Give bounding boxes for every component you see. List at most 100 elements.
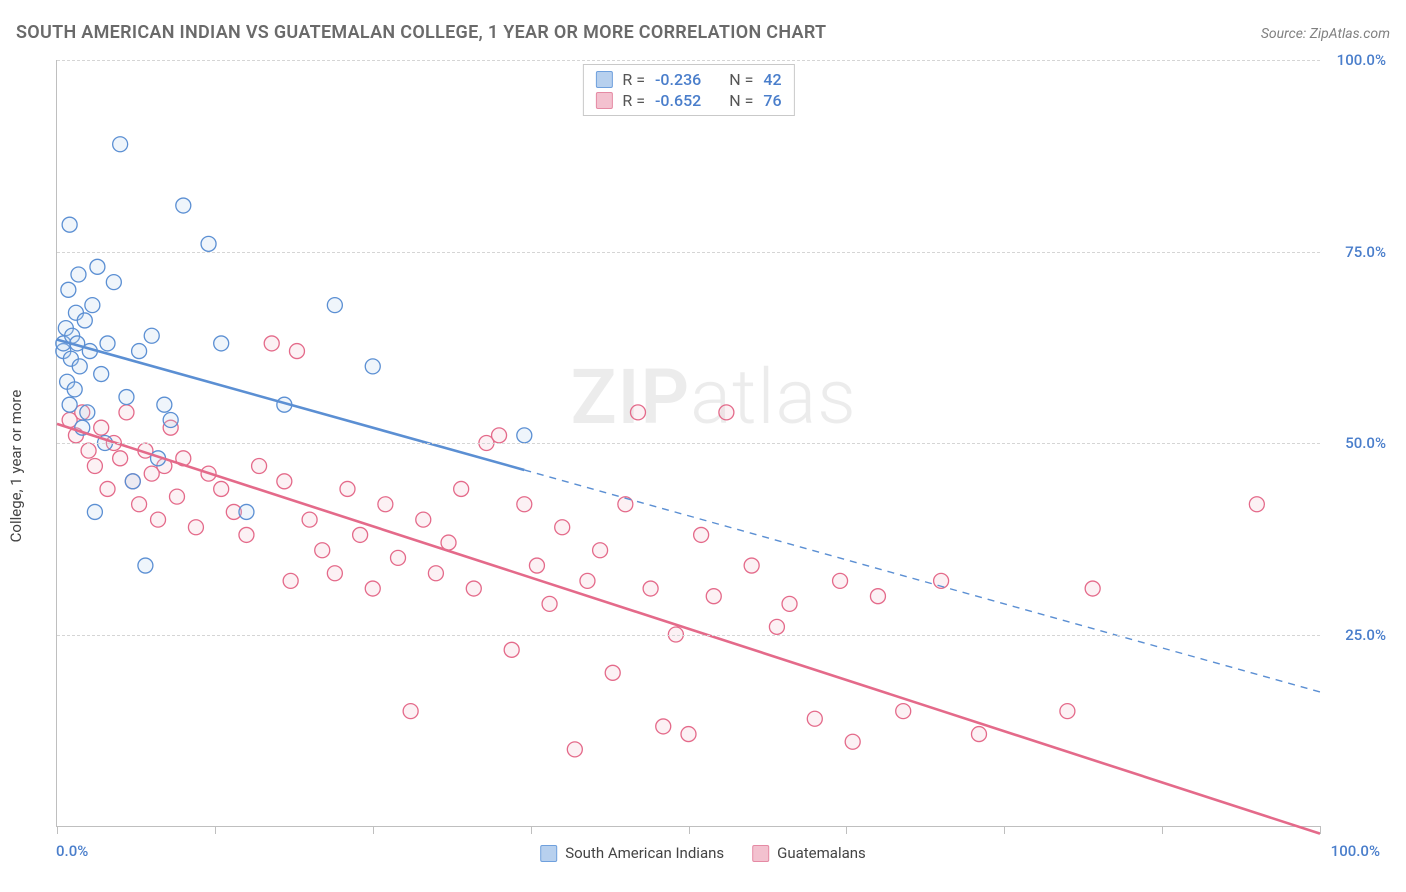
data-point <box>340 481 355 496</box>
gridline <box>57 635 1320 636</box>
legend-swatch-1 <box>540 845 557 862</box>
data-point <box>90 259 105 274</box>
chart-header: SOUTH AMERICAN INDIAN VS GUATEMALAN COLL… <box>16 22 1390 43</box>
data-point <box>681 727 696 742</box>
data-point <box>201 236 216 251</box>
data-point <box>656 719 671 734</box>
x-tick <box>215 826 216 834</box>
plot-area: ZIPatlas R = -0.236 N = 42 R = -0.652 N … <box>56 60 1320 827</box>
data-point <box>62 217 77 232</box>
data-point <box>72 359 87 374</box>
data-point <box>845 734 860 749</box>
x-tick <box>1004 826 1005 834</box>
data-point <box>87 504 102 519</box>
data-point <box>77 313 92 328</box>
gridline <box>57 60 1320 61</box>
data-point <box>327 566 342 581</box>
data-point <box>163 413 178 428</box>
data-point <box>302 512 317 527</box>
stats-n-value-1: 42 <box>763 70 781 89</box>
data-point <box>706 589 721 604</box>
data-point <box>239 504 254 519</box>
legend-item-series-2: Guatemalans <box>752 844 866 862</box>
data-point <box>643 581 658 596</box>
data-point <box>61 282 76 297</box>
data-point <box>1060 704 1075 719</box>
data-point <box>214 336 229 351</box>
data-point <box>169 489 184 504</box>
legend-swatch-2 <box>752 845 769 862</box>
data-point <box>157 397 172 412</box>
data-point <box>896 704 911 719</box>
data-point <box>283 573 298 588</box>
stats-row-series-2: R = -0.652 N = 76 <box>595 90 781 111</box>
data-point <box>1249 497 1264 512</box>
data-point <box>151 512 166 527</box>
data-point <box>144 328 159 343</box>
data-point <box>555 520 570 535</box>
stats-n-label-2: N = <box>729 91 753 110</box>
data-point <box>277 474 292 489</box>
y-tick-label: 50.0% <box>1345 434 1386 452</box>
data-point <box>67 382 82 397</box>
data-point <box>605 665 620 680</box>
data-point <box>365 581 380 596</box>
data-point <box>315 543 330 558</box>
data-point <box>264 336 279 351</box>
regression-line <box>57 424 1320 834</box>
data-point <box>744 558 759 573</box>
data-point <box>454 481 469 496</box>
x-tick <box>689 826 690 834</box>
data-point <box>113 137 128 152</box>
gridline <box>57 252 1320 253</box>
stats-r-label-1: R = <box>622 70 645 89</box>
data-point <box>100 481 115 496</box>
data-point <box>630 405 645 420</box>
x-tick <box>373 826 374 834</box>
legend-label-1: South American Indians <box>565 844 724 862</box>
data-point <box>289 344 304 359</box>
data-point <box>719 405 734 420</box>
source-attribution: Source: ZipAtlas.com <box>1261 26 1390 42</box>
data-point <box>782 596 797 611</box>
data-point <box>403 704 418 719</box>
data-point <box>94 420 109 435</box>
data-point <box>1085 581 1100 596</box>
data-point <box>71 267 86 282</box>
data-point <box>833 573 848 588</box>
data-point <box>769 619 784 634</box>
data-point <box>125 474 140 489</box>
regression-line-extrapolated <box>524 470 1320 692</box>
data-point <box>119 405 134 420</box>
stats-r-label-2: R = <box>622 91 645 110</box>
x-axis-min-label: 0.0% <box>56 842 88 860</box>
data-point <box>87 458 102 473</box>
data-point <box>119 390 134 405</box>
series-2-swatch <box>595 92 612 109</box>
data-point <box>466 581 481 596</box>
correlation-stats-panel: R = -0.236 N = 42 R = -0.652 N = 76 <box>582 64 794 116</box>
data-point <box>580 573 595 588</box>
data-point <box>85 298 100 313</box>
data-point <box>504 642 519 657</box>
legend-label-2: Guatemalans <box>777 844 866 862</box>
data-point <box>694 527 709 542</box>
data-point <box>327 298 342 313</box>
data-point <box>542 596 557 611</box>
data-point <box>593 543 608 558</box>
data-point <box>132 344 147 359</box>
chart-title: SOUTH AMERICAN INDIAN VS GUATEMALAN COLL… <box>16 22 826 43</box>
x-tick <box>1320 826 1321 834</box>
stats-row-series-1: R = -0.236 N = 42 <box>595 69 781 90</box>
stats-n-label-1: N = <box>729 70 753 89</box>
data-point <box>391 550 406 565</box>
data-point <box>517 497 532 512</box>
data-point <box>870 589 885 604</box>
data-point <box>492 428 507 443</box>
data-point <box>239 527 254 542</box>
x-tick <box>531 826 532 834</box>
plot-wrapper: College, 1 year or more ZIPatlas R = -0.… <box>16 60 1390 872</box>
data-point <box>62 397 77 412</box>
stats-r-value-1: -0.236 <box>655 70 701 89</box>
data-point <box>214 481 229 496</box>
